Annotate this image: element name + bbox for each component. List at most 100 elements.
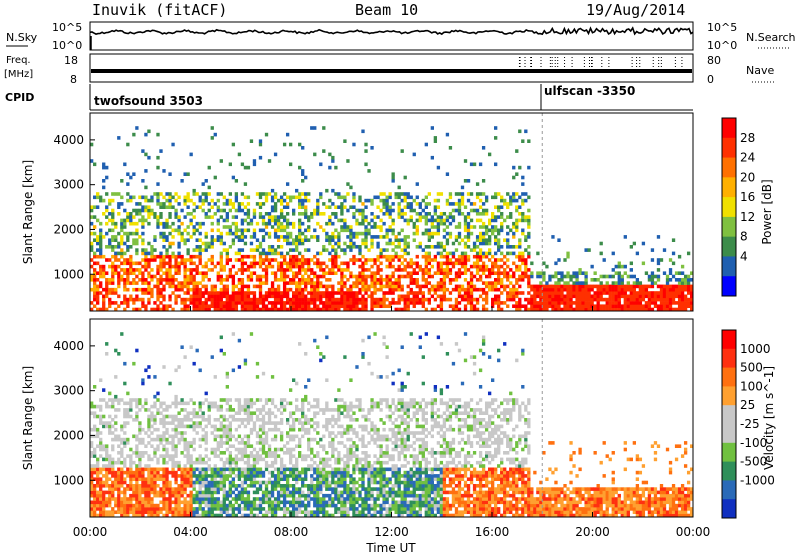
heatmap-cell — [96, 238, 100, 242]
heatmap-cell — [246, 294, 251, 299]
heatmap-cell — [156, 297, 160, 302]
heatmap-cell — [343, 228, 347, 233]
heatmap-cell — [358, 301, 362, 305]
heatmap-cell — [93, 304, 97, 308]
heatmap-cell — [174, 513, 178, 518]
heatmap-cell — [156, 278, 160, 282]
heatmap-cell — [111, 301, 115, 305]
heatmap-cell — [689, 287, 694, 292]
heatmap-cell — [533, 297, 537, 302]
heatmap-cell — [120, 301, 124, 305]
heatmap-cell — [650, 274, 655, 279]
heatmap-cell — [237, 338, 242, 343]
heatmap-cell — [282, 205, 287, 209]
heatmap-cell — [533, 301, 537, 305]
heatmap-cell — [108, 487, 112, 491]
heatmap-cell — [267, 497, 272, 501]
heatmap-cell — [267, 477, 272, 481]
heatmap-cell — [111, 268, 115, 272]
colorbar-tick-label: 16 — [740, 190, 755, 204]
heatmap-cell — [484, 195, 489, 200]
heatmap-cell — [90, 487, 94, 491]
heatmap-cell — [144, 304, 148, 308]
heatmap-cell — [135, 474, 139, 478]
heatmap-cell — [261, 513, 266, 518]
heatmap-cell — [168, 172, 172, 176]
heatmap-cell — [249, 261, 254, 266]
heatmap-cell — [108, 218, 112, 223]
heatmap-cell — [686, 251, 691, 256]
heatmap-cell — [285, 195, 290, 200]
heatmap-cell — [572, 307, 576, 312]
heatmap-cell — [403, 192, 407, 196]
heatmap-cell — [123, 477, 127, 481]
heatmap-cell — [141, 264, 145, 269]
heatmap-cell — [581, 287, 585, 292]
heatmap-cell — [243, 398, 248, 402]
heatmap-cell — [240, 513, 245, 518]
heatmap-cell — [249, 221, 254, 226]
heatmap-cell — [301, 278, 305, 282]
heatmap-cell — [207, 497, 211, 501]
heatmap-cell — [481, 287, 486, 292]
heatmap-cell — [150, 418, 154, 422]
heatmap-cell — [159, 294, 163, 299]
heatmap-cell — [117, 470, 121, 475]
heatmap-cell — [466, 294, 471, 299]
heatmap-cell — [162, 497, 166, 501]
heatmap-cell — [319, 195, 323, 200]
heatmap-cell — [270, 188, 275, 193]
heatmap-cell — [135, 228, 139, 233]
heatmap-cell — [195, 474, 199, 478]
heatmap-cell — [448, 202, 453, 206]
heatmap-cell — [512, 284, 516, 289]
heatmap-cell — [644, 284, 649, 289]
heatmap-cell — [346, 304, 350, 308]
heatmap-cell — [620, 294, 624, 299]
heatmap-cell — [373, 284, 377, 289]
heatmap-cell — [192, 480, 196, 485]
heatmap-cell — [346, 225, 350, 229]
heatmap-cell — [162, 202, 166, 206]
heatmap-cell — [138, 268, 142, 272]
heatmap-cell — [316, 297, 320, 302]
heatmap-cell — [273, 228, 278, 233]
heatmap-cell — [177, 497, 181, 501]
heatmap-cell — [638, 294, 643, 299]
heatmap-cell — [258, 215, 263, 219]
heatmap-cell — [506, 264, 510, 269]
heatmap-cell — [225, 497, 229, 501]
heatmap-cell — [316, 208, 320, 213]
heatmap-cell — [249, 398, 254, 402]
heatmap-cell — [165, 235, 169, 239]
heatmap-cell — [207, 474, 211, 478]
heatmap-cell — [403, 301, 407, 305]
heatmap-cell — [599, 287, 603, 292]
heatmap-cell — [171, 444, 175, 448]
heatmap-cell — [216, 444, 220, 448]
heatmap-cell — [117, 192, 121, 196]
heatmap-cell — [518, 307, 522, 312]
heatmap-cell — [680, 281, 685, 285]
heatmap-cell — [165, 477, 169, 481]
heatmap-cell — [379, 274, 383, 279]
heatmap-cell — [225, 418, 229, 422]
heatmap-cell — [216, 235, 220, 239]
heatmap-cell — [144, 503, 148, 508]
heatmap-cell — [629, 291, 633, 295]
heatmap-cell — [276, 228, 281, 233]
heatmap-cell — [503, 238, 507, 242]
heatmap-cell — [126, 142, 130, 147]
heatmap-cell — [177, 401, 181, 406]
heatmap-cell — [370, 271, 374, 275]
heatmap-cell — [656, 258, 661, 262]
heatmap-cell — [156, 268, 160, 272]
heatmap-cell — [243, 297, 248, 302]
heatmap-cell — [313, 271, 317, 275]
heatmap-cell — [141, 218, 145, 223]
heatmap-cell — [108, 424, 112, 429]
heatmap-cell — [177, 284, 181, 289]
heatmap-cell — [213, 507, 217, 511]
heatmap-cell — [433, 254, 438, 259]
heatmap-cell — [677, 284, 682, 289]
